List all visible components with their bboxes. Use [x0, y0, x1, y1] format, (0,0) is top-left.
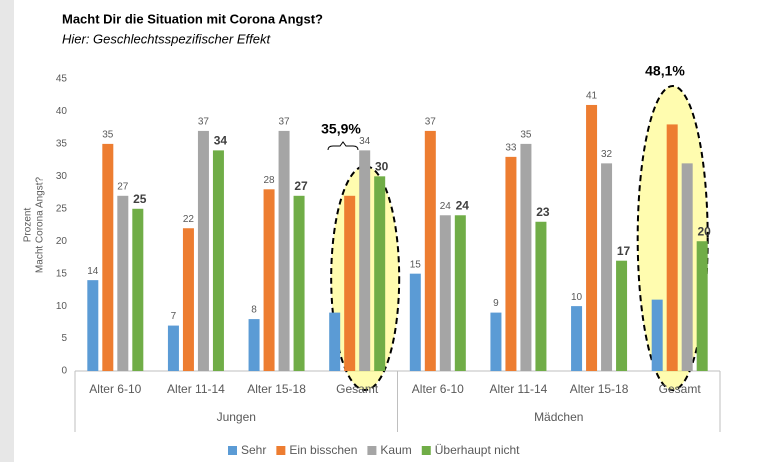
group-label: Jungen — [217, 410, 256, 424]
data-label: 37 — [198, 117, 210, 128]
y-tick-label: 5 — [61, 333, 67, 344]
y-tick-label: 15 — [56, 268, 68, 279]
bar — [212, 150, 224, 371]
data-label: 32 — [601, 149, 613, 160]
data-label: 15 — [410, 259, 422, 270]
y-tick-label: 20 — [56, 236, 68, 247]
brace — [327, 141, 359, 151]
x-tick-label: Alter 15-18 — [570, 382, 629, 396]
data-label: 10 — [571, 292, 583, 303]
bar — [117, 195, 129, 371]
annotation: 48,1% — [645, 63, 685, 79]
bar — [359, 150, 371, 371]
bar — [87, 280, 99, 371]
legend-swatch — [421, 446, 431, 455]
legend-swatch — [367, 446, 377, 455]
y-tick-label: 10 — [56, 301, 68, 312]
bar — [278, 130, 290, 371]
data-label: 9 — [493, 298, 499, 309]
data-label: 34 — [214, 134, 228, 148]
y-axis-label: Macht Corona Angst? — [35, 176, 46, 273]
bar — [696, 241, 708, 371]
bar — [132, 208, 144, 371]
bar — [439, 215, 451, 371]
y-tick-label: 45 — [56, 74, 68, 85]
bar — [102, 143, 114, 371]
data-label: 14 — [87, 266, 99, 277]
x-tick-label: Gesamt — [336, 382, 379, 396]
group-label: Mädchen — [534, 410, 583, 424]
data-label: 22 — [183, 214, 195, 225]
data-label: 30 — [375, 160, 389, 174]
bar — [263, 189, 275, 371]
bar — [248, 319, 260, 371]
bar — [293, 195, 305, 371]
x-tick-label: Alter 15-18 — [247, 382, 306, 396]
data-label: 24 — [456, 198, 470, 212]
bar — [520, 143, 532, 371]
bar — [167, 325, 179, 371]
legend-label: Überhaupt nicht — [435, 443, 520, 457]
bar — [666, 124, 678, 371]
bar — [490, 312, 502, 371]
bar — [571, 306, 583, 371]
bar — [424, 130, 436, 371]
y-tick-label: 0 — [61, 366, 67, 377]
data-label: 28 — [264, 175, 276, 186]
annotation: 35,9% — [321, 121, 361, 137]
y-tick-label: 35 — [56, 139, 68, 150]
bar — [616, 260, 628, 371]
data-label: 24 — [440, 201, 452, 212]
y-axis-label: Prozent — [23, 208, 34, 243]
data-label: 7 — [171, 311, 177, 322]
data-label: 37 — [279, 117, 291, 128]
legend-swatch — [228, 446, 237, 455]
data-label: 27 — [294, 179, 308, 193]
data-label: 37 — [425, 117, 437, 128]
x-tick-label: Alter 11-14 — [167, 382, 225, 396]
x-tick-label: Alter 11-14 — [490, 382, 548, 396]
left-strip — [0, 0, 14, 462]
chart-title: Macht Dir die Situation mit Corona Angst… — [62, 11, 323, 26]
legend-label: Ein bisschen — [289, 443, 357, 457]
bar — [409, 273, 421, 371]
x-tick-label: Gesamt — [659, 382, 702, 396]
y-tick-label: 30 — [56, 171, 68, 182]
bar — [535, 221, 547, 371]
data-label: 35 — [102, 130, 114, 141]
bar — [601, 163, 613, 371]
data-label: 20 — [698, 224, 712, 238]
data-label: 23 — [536, 205, 550, 219]
data-label: 41 — [586, 91, 598, 102]
bar — [197, 130, 209, 371]
bar — [651, 299, 663, 371]
bar — [681, 163, 693, 371]
data-label: 27 — [117, 181, 129, 192]
bar — [505, 156, 517, 371]
legend-label: Sehr — [241, 443, 266, 457]
bar — [374, 176, 386, 371]
data-label: 35 — [520, 130, 532, 141]
x-tick-label: Alter 6-10 — [89, 382, 141, 396]
data-label: 8 — [251, 305, 257, 316]
bar — [454, 215, 466, 371]
legend-swatch — [276, 446, 286, 455]
x-tick-label: Alter 6-10 — [412, 382, 464, 396]
data-label: 17 — [617, 244, 631, 258]
legend-label: Kaum — [380, 443, 411, 457]
bar — [329, 312, 341, 371]
bar — [182, 228, 194, 371]
chart-subtitle: Hier: Geschlechtsspezifischer Effekt — [62, 31, 271, 46]
data-label: 34 — [359, 136, 371, 147]
y-tick-label: 25 — [56, 203, 68, 214]
bar — [344, 195, 356, 371]
data-label: 33 — [505, 143, 517, 154]
y-tick-label: 40 — [56, 106, 68, 117]
data-label: 25 — [133, 192, 147, 206]
bar — [586, 104, 598, 371]
